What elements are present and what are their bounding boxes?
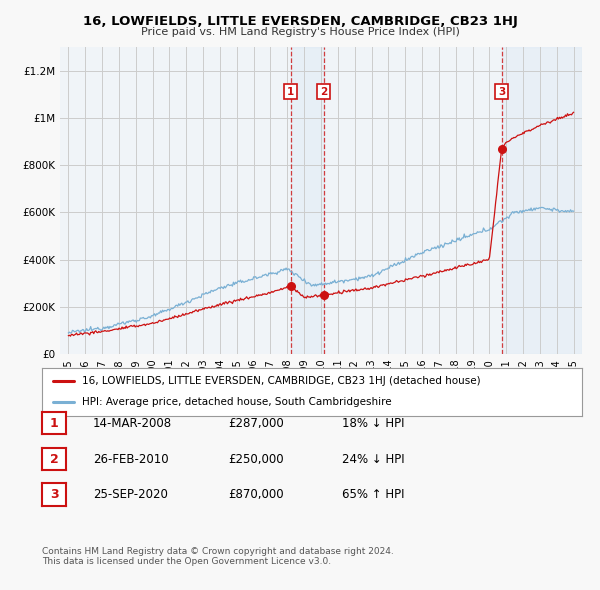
Text: 25-SEP-2020: 25-SEP-2020 [93,488,168,501]
Text: HPI: Average price, detached house, South Cambridgeshire: HPI: Average price, detached house, Sout… [83,398,392,408]
Text: 1: 1 [50,417,58,430]
Text: 16, LOWFIELDS, LITTLE EVERSDEN, CAMBRIDGE, CB23 1HJ (detached house): 16, LOWFIELDS, LITTLE EVERSDEN, CAMBRIDG… [83,376,481,386]
Bar [502,47,582,354]
Text: £287,000: £287,000 [228,417,284,430]
Text: 26-FEB-2010: 26-FEB-2010 [93,453,169,466]
Text: 65% ↑ HPI: 65% ↑ HPI [342,488,404,501]
Text: 3: 3 [498,87,505,97]
Text: 16, LOWFIELDS, LITTLE EVERSDEN, CAMBRIDGE, CB23 1HJ: 16, LOWFIELDS, LITTLE EVERSDEN, CAMBRIDG… [83,15,517,28]
Text: 3: 3 [50,488,58,501]
Text: 24% ↓ HPI: 24% ↓ HPI [342,453,404,466]
Text: £250,000: £250,000 [228,453,284,466]
Text: 1: 1 [287,87,295,97]
Text: 2: 2 [50,453,58,466]
Text: 14-MAR-2008: 14-MAR-2008 [93,417,172,430]
Text: This data is licensed under the Open Government Licence v3.0.: This data is licensed under the Open Gov… [42,558,331,566]
Text: £870,000: £870,000 [228,488,284,501]
Text: 18% ↓ HPI: 18% ↓ HPI [342,417,404,430]
Bar [290,47,323,354]
Text: Price paid vs. HM Land Registry's House Price Index (HPI): Price paid vs. HM Land Registry's House … [140,27,460,37]
Text: Contains HM Land Registry data © Crown copyright and database right 2024.: Contains HM Land Registry data © Crown c… [42,547,394,556]
Text: 2: 2 [320,87,327,97]
